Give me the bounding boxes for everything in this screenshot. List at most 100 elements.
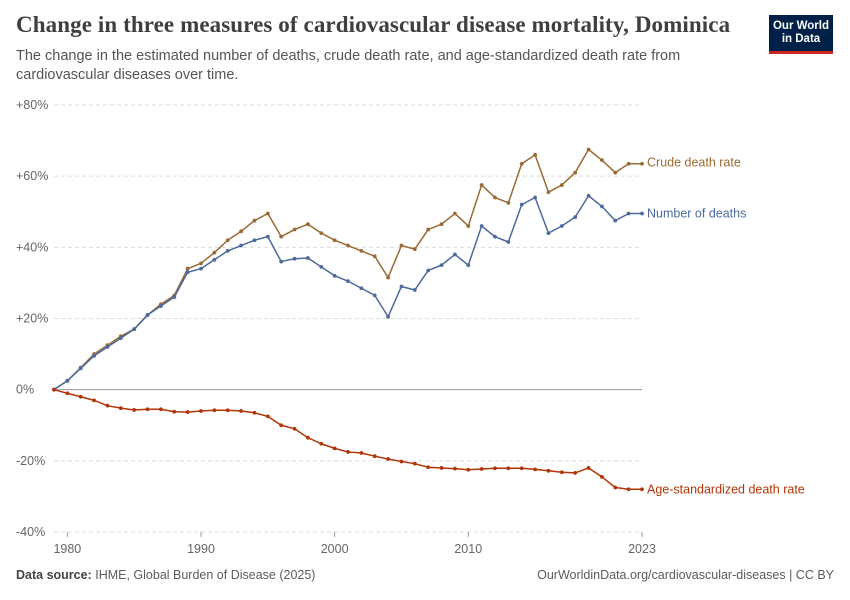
data-point bbox=[399, 243, 404, 248]
data-point bbox=[586, 193, 591, 198]
data-point bbox=[78, 366, 83, 371]
series-label: Age-standardized death rate bbox=[647, 482, 805, 496]
series-line bbox=[53, 194, 642, 391]
data-point bbox=[466, 467, 471, 472]
data-point bbox=[372, 254, 377, 259]
data-point bbox=[439, 222, 444, 227]
data-point bbox=[225, 408, 230, 413]
data-point bbox=[239, 243, 243, 248]
data-point bbox=[386, 314, 390, 319]
chart-title: Change in three measures of cardiovascul… bbox=[16, 12, 731, 37]
y-tick-label: 0% bbox=[16, 383, 34, 397]
data-point bbox=[426, 227, 431, 232]
data-point bbox=[172, 295, 177, 300]
series-line bbox=[53, 148, 642, 391]
data-point bbox=[306, 435, 310, 440]
data-point bbox=[279, 423, 284, 428]
data-point bbox=[412, 461, 417, 466]
data-point bbox=[479, 224, 484, 228]
data-point bbox=[265, 414, 270, 419]
data-point bbox=[212, 408, 217, 413]
data-point bbox=[439, 263, 444, 268]
data-point bbox=[600, 158, 604, 163]
logo-line-2: in Data bbox=[781, 33, 821, 45]
data-point bbox=[372, 454, 377, 459]
data-point bbox=[185, 410, 190, 414]
data-point bbox=[479, 183, 484, 187]
source-url-link[interactable]: OurWorldinData.org/cardiovascular-diseas… bbox=[537, 568, 834, 582]
data-point bbox=[279, 234, 284, 239]
data-point bbox=[92, 398, 96, 403]
data-point bbox=[159, 407, 163, 412]
data-point bbox=[640, 161, 644, 166]
data-point bbox=[319, 231, 324, 236]
data-point bbox=[399, 284, 404, 289]
data-point bbox=[559, 183, 564, 187]
y-tick-label: +20% bbox=[16, 312, 48, 326]
owid-logo[interactable]: Our World in Data bbox=[769, 15, 833, 54]
data-point bbox=[640, 487, 644, 492]
data-point bbox=[426, 268, 431, 273]
data-source-label: Data source: bbox=[16, 568, 92, 582]
data-point bbox=[319, 265, 324, 269]
data-point bbox=[519, 202, 524, 207]
data-point bbox=[346, 243, 350, 248]
data-point bbox=[533, 467, 537, 472]
data-point bbox=[372, 293, 377, 298]
data-point bbox=[613, 485, 618, 490]
data-point bbox=[386, 275, 390, 280]
data-point bbox=[346, 279, 350, 284]
data-point bbox=[493, 195, 497, 200]
data-point bbox=[359, 248, 364, 253]
data-point bbox=[546, 468, 551, 473]
data-point bbox=[453, 466, 457, 471]
data-point bbox=[332, 273, 337, 278]
data-point bbox=[506, 200, 511, 205]
data-point bbox=[466, 224, 471, 228]
data-point bbox=[546, 231, 551, 236]
data-point bbox=[573, 170, 578, 175]
data-point bbox=[145, 313, 150, 317]
data-point bbox=[105, 345, 110, 349]
grid-layer bbox=[54, 104, 642, 533]
y-tick-label: -40% bbox=[16, 525, 45, 539]
data-source: Data source: IHME, Global Burden of Dise… bbox=[16, 568, 315, 582]
data-point bbox=[252, 238, 257, 243]
data-point bbox=[626, 161, 631, 166]
data-point bbox=[399, 459, 404, 464]
data-point bbox=[225, 238, 230, 243]
data-point bbox=[466, 263, 471, 268]
data-point bbox=[559, 224, 564, 228]
data-point bbox=[306, 256, 310, 260]
logo-line-1: Our World bbox=[772, 20, 829, 32]
data-point bbox=[132, 408, 137, 412]
data-point bbox=[519, 466, 524, 471]
series-label-layer: Crude death rate Number of deaths Age-stan… bbox=[647, 156, 805, 497]
data-point bbox=[600, 204, 604, 209]
data-point bbox=[573, 471, 578, 475]
data-point bbox=[506, 240, 511, 244]
data-point bbox=[265, 211, 270, 216]
series-label: Number of deaths bbox=[647, 207, 746, 221]
data-point bbox=[199, 266, 203, 271]
data-point bbox=[65, 378, 70, 383]
data-point bbox=[105, 403, 110, 408]
data-point bbox=[613, 218, 618, 223]
data-point bbox=[493, 466, 497, 471]
data-point bbox=[533, 152, 537, 157]
data-point bbox=[626, 211, 631, 216]
data-point bbox=[252, 410, 257, 415]
data-source-text: IHME, Global Burden of Disease (2025) bbox=[95, 568, 316, 582]
data-point bbox=[359, 451, 364, 455]
axis-layer: +80% +60% +40% +20% 0% -20% -40% 1980 1990 2000 20… bbox=[16, 98, 656, 556]
data-point bbox=[159, 304, 163, 308]
x-tick-label: 1990 bbox=[187, 542, 215, 556]
data-point bbox=[252, 218, 257, 223]
data-point bbox=[453, 252, 457, 257]
data-point bbox=[185, 270, 190, 275]
data-point bbox=[640, 211, 644, 216]
x-tick-label: 2023 bbox=[628, 542, 656, 556]
chart-subtitle: The change in the estimated number of de… bbox=[16, 48, 681, 83]
data-point bbox=[172, 409, 177, 414]
data-point bbox=[506, 466, 511, 471]
